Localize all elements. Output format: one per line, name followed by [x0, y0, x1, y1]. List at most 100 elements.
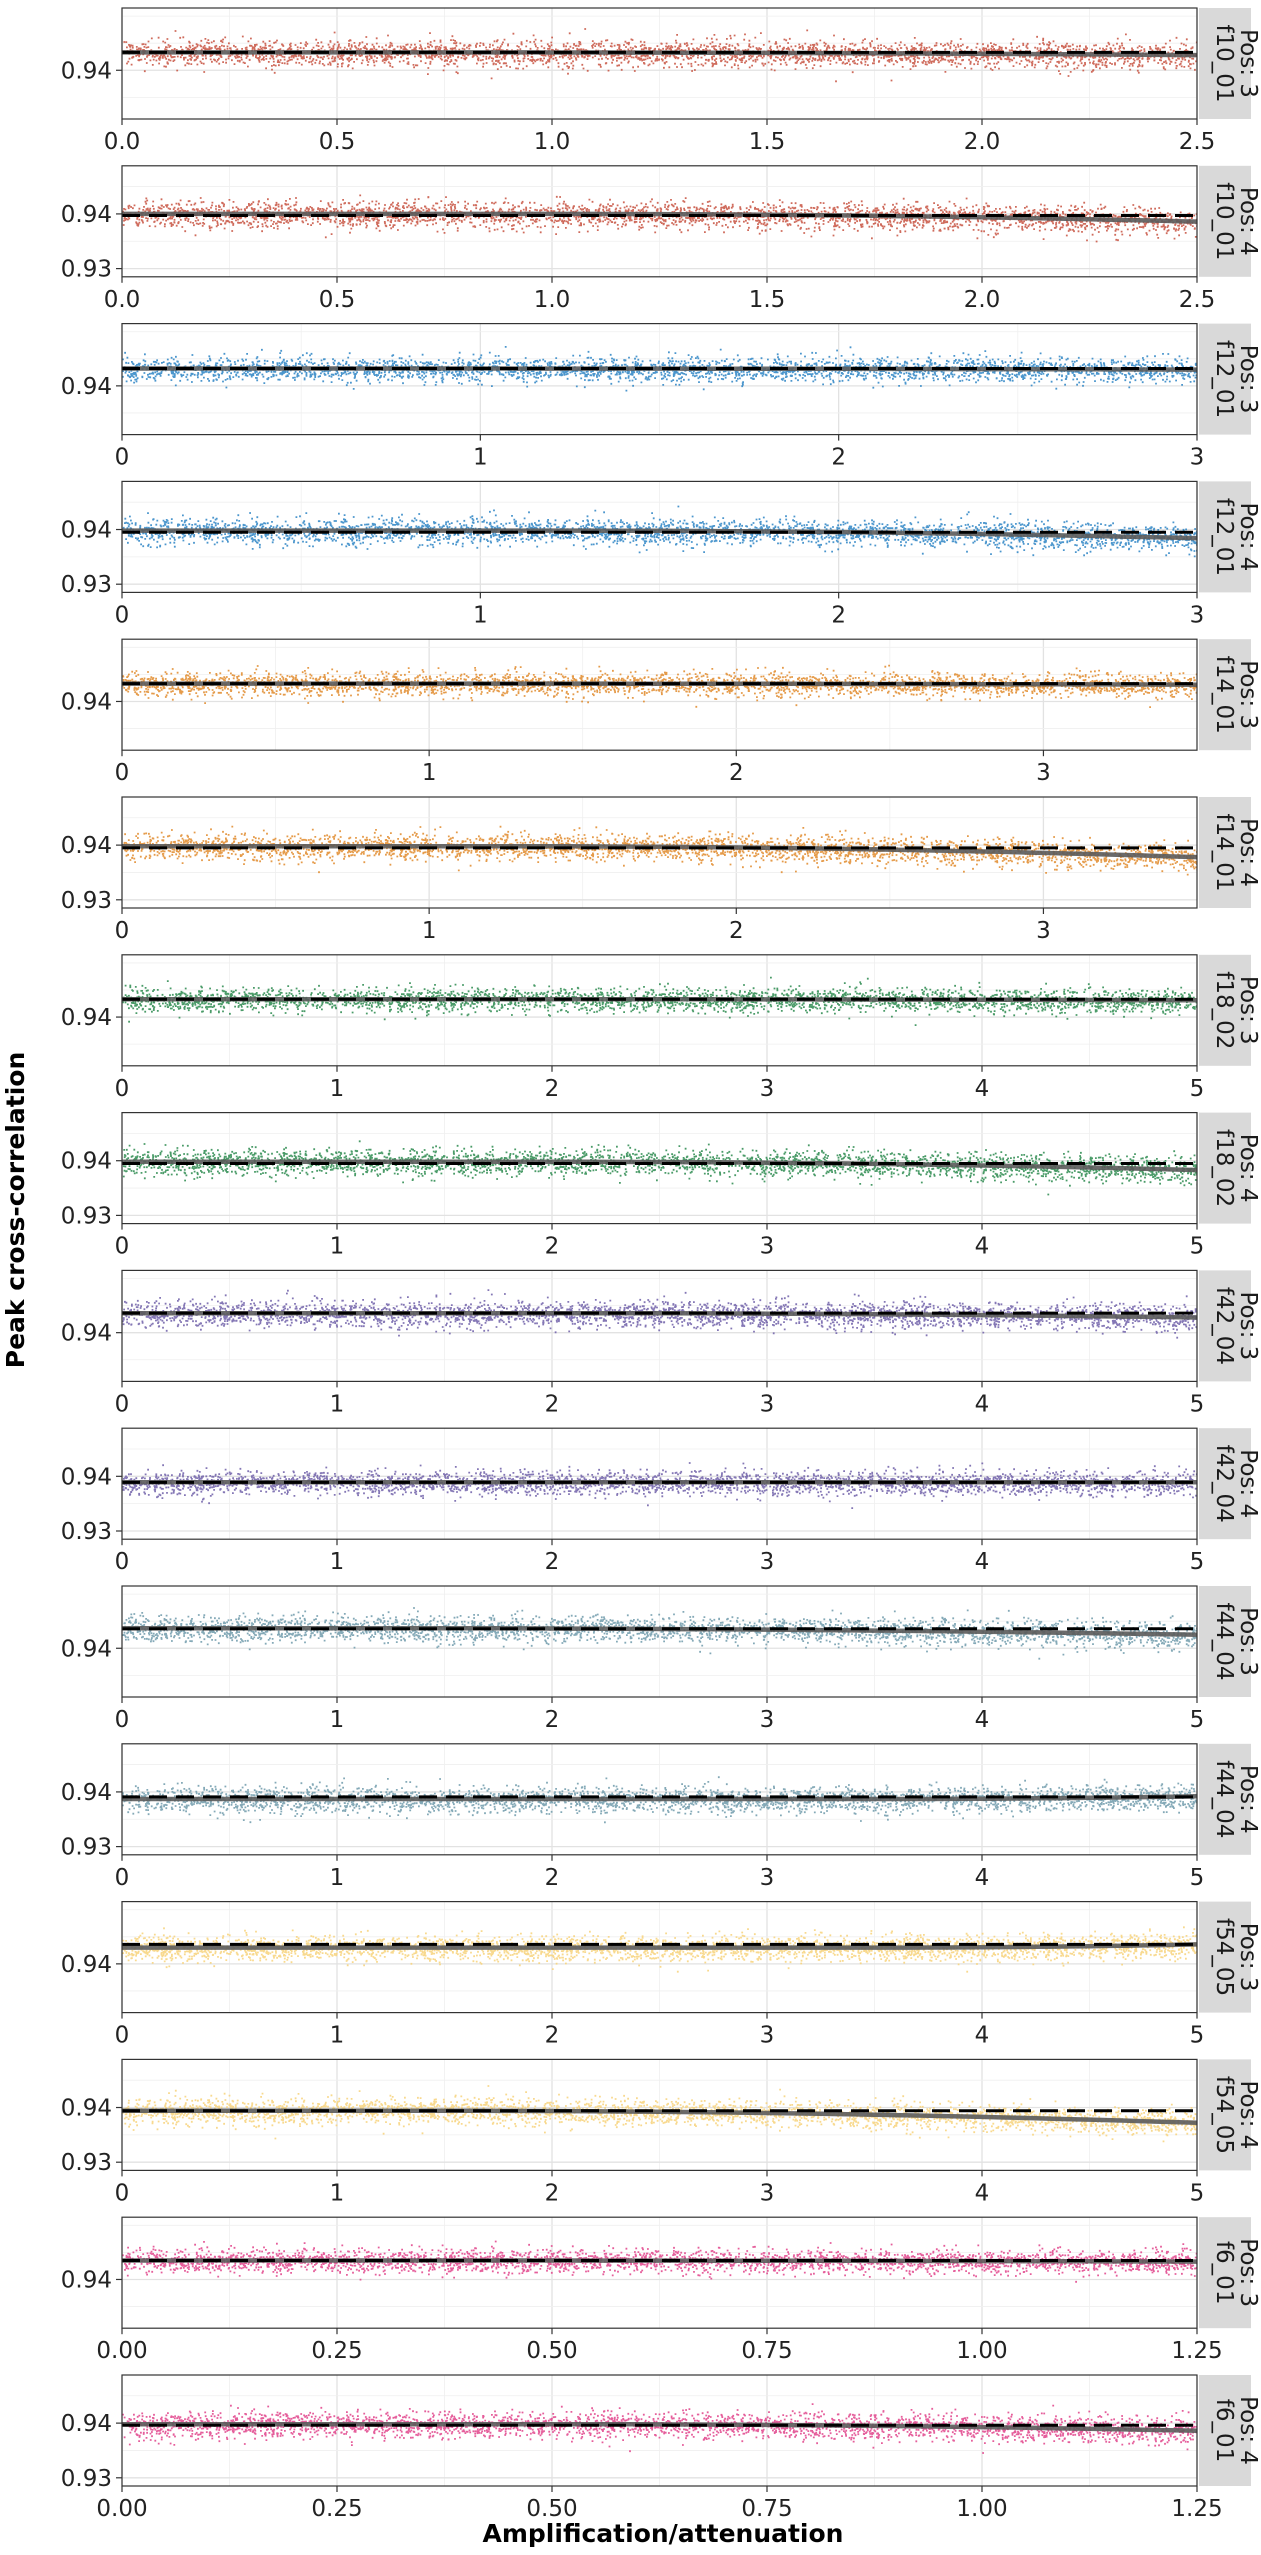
facet-label-pos: Pos: 3: [1235, 1923, 1261, 1992]
x-tick-label: 1: [473, 445, 488, 471]
facet-label-id: f12_01: [1211, 340, 1237, 418]
x-tick-label: 0: [115, 602, 130, 628]
x-tick-label: 5: [1190, 2180, 1205, 2206]
x-tick-label: 4: [975, 1391, 990, 1417]
x-tick-label: 0: [115, 1865, 130, 1891]
fit-line: [122, 369, 1197, 370]
y-tick-label: 0.93: [61, 257, 112, 283]
x-tick-label: 5: [1190, 1234, 1205, 1260]
x-tick-label: 1: [330, 1391, 345, 1417]
facet-label-pos: Pos: 4: [1235, 502, 1261, 571]
x-tick-label: 1: [330, 1865, 345, 1891]
facet-label-id: f14_01: [1211, 813, 1237, 891]
x-tick-label: 2.5: [1179, 129, 1216, 155]
y-tick-label: 0.94: [61, 58, 112, 84]
x-tick-label: 0: [115, 1549, 130, 1575]
x-tick-label: 5: [1190, 1549, 1205, 1575]
facet-label-id: f10_01: [1211, 24, 1237, 102]
x-tick-label: 0: [115, 2180, 130, 2206]
x-tick-label: 2: [545, 1707, 560, 1733]
x-tick-label: 2: [729, 760, 744, 786]
x-tick-label: 2.0: [964, 287, 1001, 313]
x-tick-label: 4: [975, 1865, 990, 1891]
x-tick-label: 2: [545, 1076, 560, 1102]
facet-label-pos: Pos: 3: [1235, 1291, 1261, 1360]
facet-label-id: f42_04: [1211, 1287, 1237, 1365]
facet-label-id: f12_01: [1211, 498, 1237, 576]
y-tick-label: 0.94: [61, 1321, 112, 1347]
x-tick-label: 0: [115, 1391, 130, 1417]
x-tick-label: 2: [545, 1391, 560, 1417]
x-tick-label: 0.0: [104, 129, 141, 155]
x-tick-label: 3: [1036, 760, 1051, 786]
facet-label-pos: Pos: 3: [1235, 345, 1261, 414]
x-tick-label: 1.5: [749, 129, 786, 155]
facet-label-pos: Pos: 3: [1235, 976, 1261, 1045]
facet-label-id: f18_02: [1211, 971, 1237, 1049]
x-tick-label: 2: [545, 1234, 560, 1260]
y-tick-label: 0.93: [61, 1519, 112, 1545]
x-tick-label: 5: [1190, 1391, 1205, 1417]
facet-label-pos: Pos: 4: [1235, 2396, 1261, 2465]
x-tick-label: 0.00: [96, 2496, 147, 2522]
y-tick-label: 0.94: [61, 689, 112, 715]
x-tick-label: 1: [330, 1076, 345, 1102]
x-tick-label: 0.5: [319, 129, 356, 155]
facet-label-pos: Pos: 4: [1235, 818, 1261, 887]
facet-label-id: f44_04: [1211, 1602, 1237, 1680]
facet-label-id: f18_02: [1211, 1129, 1237, 1207]
y-tick-label: 0.94: [61, 1636, 112, 1662]
fit-line: [122, 999, 1197, 1000]
x-tick-label: 1.25: [1171, 2496, 1222, 2522]
facet-label-id: f54_05: [1211, 2076, 1237, 2154]
y-tick-label: 0.93: [61, 572, 112, 598]
x-tick-label: 4: [975, 2180, 990, 2206]
x-tick-label: 0.0: [104, 287, 141, 313]
facet-label-id: f42_04: [1211, 1445, 1237, 1523]
y-tick-label: 0.94: [61, 1149, 112, 1175]
x-tick-label: 1.0: [534, 129, 571, 155]
x-tick-label: 0: [115, 2023, 130, 2049]
x-tick-label: 3: [1190, 602, 1205, 628]
x-tick-label: 3: [760, 1865, 775, 1891]
x-tick-label: 3: [760, 1076, 775, 1102]
x-tick-label: 3: [760, 1391, 775, 1417]
x-tick-label: 1: [330, 2180, 345, 2206]
x-tick-label: 5: [1190, 1865, 1205, 1891]
y-tick-label: 0.94: [61, 1464, 112, 1490]
x-tick-label: 1.0: [534, 287, 571, 313]
x-tick-label: 4: [975, 1234, 990, 1260]
facet-label-pos: Pos: 3: [1235, 660, 1261, 729]
x-tick-label: 0.5: [319, 287, 356, 313]
facet-label-id: f10_01: [1211, 182, 1237, 260]
x-tick-label: 1: [330, 1707, 345, 1733]
x-tick-label: 4: [975, 1707, 990, 1733]
y-tick-label: 0.94: [61, 202, 112, 228]
facet-label-pos: Pos: 3: [1235, 1607, 1261, 1676]
x-tick-label: 3: [760, 2180, 775, 2206]
x-tick-label: 1: [330, 2023, 345, 2049]
x-tick-label: 1.00: [956, 2496, 1007, 2522]
x-tick-label: 3: [760, 1234, 775, 1260]
x-tick-label: 2.5: [1179, 287, 1216, 313]
x-tick-label: 2: [545, 2023, 560, 2049]
y-tick-label: 0.93: [61, 2466, 112, 2492]
x-tick-label: 3: [1036, 918, 1051, 944]
x-tick-label: 0: [115, 1707, 130, 1733]
facet-label-pos: Pos: 4: [1235, 2080, 1261, 2149]
y-tick-label: 0.93: [61, 888, 112, 914]
x-tick-label: 0: [115, 1234, 130, 1260]
y-tick-label: 0.94: [61, 2267, 112, 2293]
facet-label-pos: Pos: 4: [1235, 187, 1261, 256]
